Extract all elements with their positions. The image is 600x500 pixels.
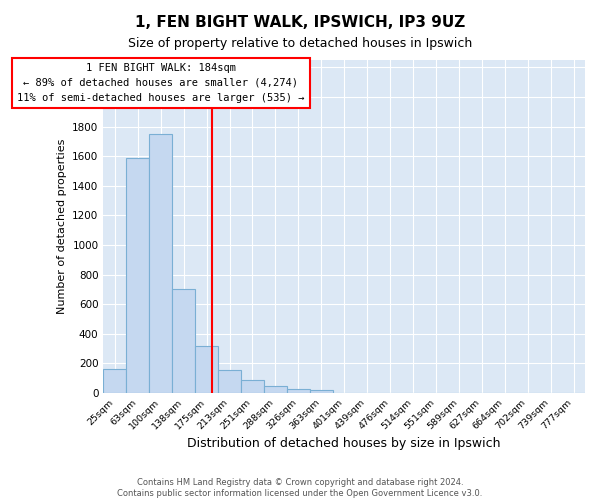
Text: 1, FEN BIGHT WALK, IPSWICH, IP3 9UZ: 1, FEN BIGHT WALK, IPSWICH, IP3 9UZ bbox=[135, 15, 465, 30]
Bar bbox=[172, 290, 195, 393]
Bar bbox=[287, 390, 310, 393]
Text: 1 FEN BIGHT WALK: 184sqm
← 89% of detached houses are smaller (4,274)
11% of sem: 1 FEN BIGHT WALK: 184sqm ← 89% of detach… bbox=[17, 63, 304, 102]
Bar bbox=[310, 390, 333, 393]
Bar bbox=[264, 386, 287, 393]
Bar bbox=[127, 158, 149, 393]
Bar bbox=[218, 370, 241, 393]
Text: Size of property relative to detached houses in Ipswich: Size of property relative to detached ho… bbox=[128, 38, 472, 51]
Bar bbox=[241, 380, 264, 393]
X-axis label: Distribution of detached houses by size in Ipswich: Distribution of detached houses by size … bbox=[187, 437, 501, 450]
Y-axis label: Number of detached properties: Number of detached properties bbox=[57, 139, 67, 314]
Bar bbox=[149, 134, 172, 393]
Bar bbox=[195, 346, 218, 393]
Text: Contains HM Land Registry data © Crown copyright and database right 2024.
Contai: Contains HM Land Registry data © Crown c… bbox=[118, 478, 482, 498]
Bar bbox=[103, 370, 127, 393]
